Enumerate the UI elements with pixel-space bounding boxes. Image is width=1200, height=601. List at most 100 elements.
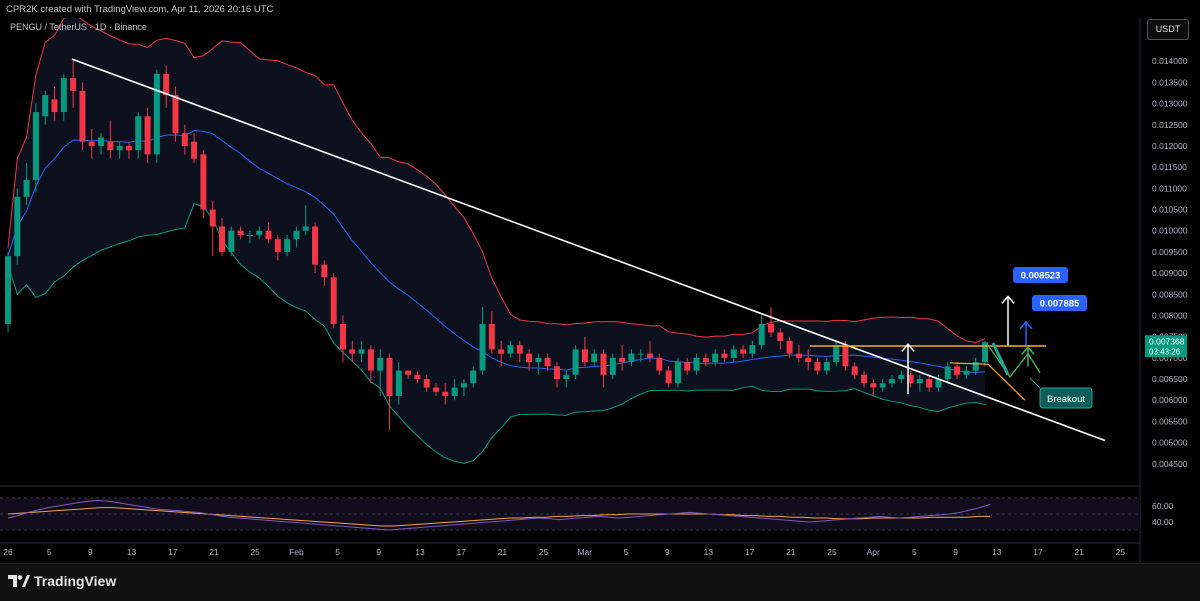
time-tick: 17: [456, 547, 466, 557]
price-tick: 0.012000: [1152, 141, 1188, 151]
bollinger-upper: [7, 12, 986, 343]
time-tick: 9: [665, 547, 670, 557]
time-tick: 21: [786, 547, 796, 557]
candle-body: [423, 379, 430, 388]
candle-body: [702, 357, 709, 363]
candle-body: [795, 353, 802, 358]
candle-body: [256, 230, 263, 235]
currency-button[interactable]: USDT: [1147, 19, 1189, 40]
target1-arrow-head: [1001, 295, 1015, 304]
candle-body: [274, 239, 281, 252]
candle-body: [32, 112, 39, 180]
price-tick: 0.006000: [1152, 395, 1188, 405]
price-tick: 0.005000: [1152, 438, 1188, 448]
candle-body: [879, 383, 886, 388]
candle-body: [563, 374, 570, 380]
candle-body: [405, 370, 412, 375]
candle-body: [712, 353, 719, 363]
time-tick: 25: [250, 547, 260, 557]
candle-body: [191, 141, 198, 159]
candle-body: [982, 342, 988, 363]
breakout-badge: [1039, 387, 1093, 409]
time-tick: 25: [1116, 547, 1126, 557]
candle-body: [572, 349, 579, 375]
candle-body: [833, 345, 840, 363]
price-tick: 0.009500: [1152, 247, 1188, 257]
time-tick: 17: [745, 547, 755, 557]
price-tick: 0.009000: [1152, 268, 1188, 278]
price-tick: 0.014000: [1152, 56, 1188, 66]
candle-body: [498, 349, 505, 354]
candle-body: [507, 345, 514, 354]
projected-fill: [991, 342, 1010, 376]
candle-body: [581, 349, 588, 363]
candle-body: [842, 345, 849, 367]
candle-body: [125, 145, 132, 151]
candle-body: [665, 370, 672, 384]
candle-body: [135, 116, 142, 151]
candle-body: [442, 391, 449, 396]
descending-trendline: [71, 58, 1106, 442]
candle-body: [693, 357, 700, 371]
candle-body: [674, 362, 681, 384]
candle-body: [721, 353, 728, 358]
range-arrow-head: [901, 343, 915, 352]
projected-path: [987, 344, 1041, 379]
price-tick: 0.006500: [1152, 374, 1188, 384]
price-tick: 0.012500: [1152, 120, 1188, 130]
brand-text: TradingView: [34, 573, 117, 589]
candle-body: [395, 370, 402, 396]
price-tick: 0.010500: [1152, 205, 1188, 215]
credit-text: CPR2K created with TradingView.com, Apr …: [6, 4, 274, 15]
time-tick: 21: [1074, 547, 1084, 557]
candle-body: [386, 357, 393, 396]
candle-body: [749, 345, 756, 354]
current-price-badge: [1145, 335, 1187, 358]
candle-body: [51, 99, 58, 113]
rsi-tick: 60.00: [1152, 501, 1174, 511]
candle-body: [181, 133, 188, 146]
candle-body: [907, 374, 914, 384]
bollinger-middle: [7, 130, 986, 373]
candle-body: [535, 357, 542, 363]
price-tick: 0.011000: [1152, 183, 1187, 193]
candle-body: [730, 349, 737, 358]
candle-body: [172, 95, 179, 134]
rsi-tick: 40.00: [1152, 517, 1174, 527]
price-tick: 0.007000: [1152, 353, 1188, 363]
breakout-badge-text: Breakout: [1047, 394, 1085, 405]
candle-body: [312, 226, 319, 265]
candle-body: [60, 78, 67, 113]
candle-body: [470, 370, 477, 384]
time-tick: 17: [168, 547, 178, 557]
candle-body: [814, 362, 821, 371]
candle-body: [898, 374, 905, 380]
candle-body: [972, 362, 979, 371]
candle-body: [935, 379, 942, 388]
candle-body: [98, 137, 105, 146]
candle-body: [740, 349, 747, 354]
time-tick: 26: [3, 547, 13, 557]
candle-body: [916, 379, 923, 384]
candle-body: [42, 95, 49, 117]
candle-body: [619, 357, 626, 363]
candle-body: [209, 209, 216, 227]
candle-body: [851, 366, 858, 375]
candle-body: [637, 353, 644, 355]
tradingview-logo[interactable]: TradingView: [8, 573, 116, 589]
candle-body: [5, 256, 11, 324]
candle-body: [591, 353, 598, 363]
price-tick: 0.008500: [1152, 289, 1188, 299]
candle-body: [163, 73, 170, 96]
time-tick: Feb: [289, 547, 304, 557]
time-tick: Mar: [577, 547, 592, 557]
candle-body: [349, 349, 356, 354]
candle-body: [79, 90, 86, 142]
candle-body: [888, 379, 895, 384]
candle-body: [600, 353, 607, 375]
candle-body: [367, 349, 374, 371]
candle-body: [144, 116, 151, 155]
target2-arrow-head: [1019, 320, 1033, 330]
target-badge-2: [1032, 295, 1087, 311]
